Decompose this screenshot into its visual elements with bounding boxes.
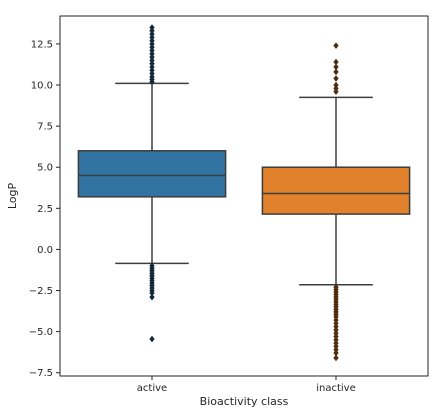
outlier-point: [333, 81, 339, 89]
x-tick-label: inactive: [316, 383, 356, 394]
y-tick-label: 5.0: [37, 163, 53, 174]
outlier-point: [333, 42, 339, 49]
outlier-point: [149, 293, 155, 301]
box-iqr: [77, 150, 227, 198]
outlier-point: [333, 68, 339, 76]
x-tick-label: active: [137, 383, 167, 394]
plot-frame: [59, 15, 429, 377]
outlier-point: [333, 75, 339, 82]
outlier-point: [333, 354, 339, 362]
y-axis-label: LogP: [6, 182, 19, 209]
outlier-point: [149, 335, 155, 343]
outlier-point: [333, 63, 339, 71]
y-tick-label: 12.5: [31, 39, 53, 50]
outlier-point: [149, 24, 155, 31]
plot-area: [77, 24, 411, 362]
x-axis-label: Bioactivity class: [200, 395, 289, 408]
box-group-active: [77, 24, 227, 343]
y-tick-label: 10.0: [31, 81, 53, 92]
y-tick-label: −5.0: [29, 327, 53, 338]
axes: −7.5 −5.0 −2.5 0.0 2.5 5.0 7.5 10.0 12.5 active in…: [29, 15, 429, 394]
y-tick-label: 2.5: [37, 204, 53, 215]
y-tick-label: −2.5: [29, 286, 53, 297]
y-tick-label: −7.5: [29, 368, 53, 379]
outlier-point: [333, 58, 339, 66]
box-group-inactive: [261, 42, 411, 362]
box-iqr: [261, 166, 411, 215]
y-tick-label: 7.5: [37, 122, 53, 133]
y-tick-label: 0.0: [37, 245, 53, 256]
